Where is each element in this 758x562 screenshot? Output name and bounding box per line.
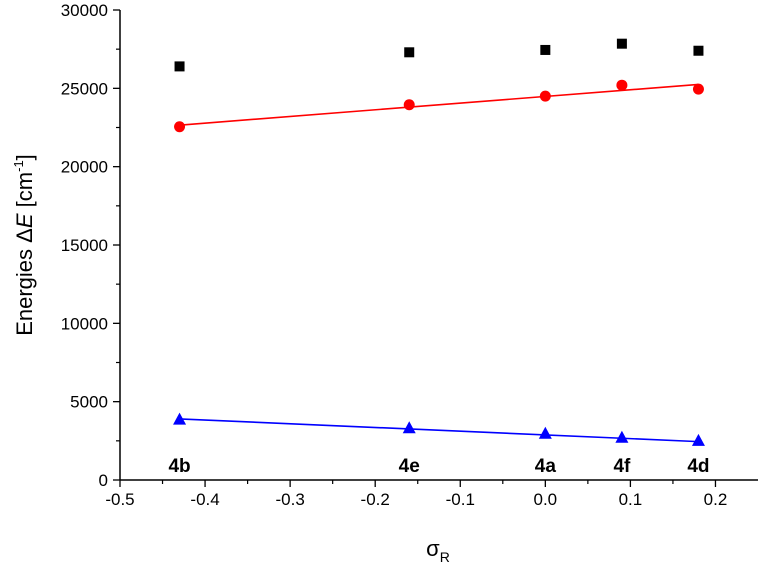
y-tick-label: 25000 xyxy=(61,79,108,98)
fit-lines xyxy=(179,83,699,443)
x-ticks: -0.5 -0.4 -0.3 -0.2 -0.1 0.0 0.1 0.2 xyxy=(105,480,727,509)
y-tick-label: 20000 xyxy=(61,158,108,177)
square-point xyxy=(693,45,704,56)
y-ticks: 0 5000 10000 15000 20000 25000 30000 xyxy=(61,1,120,490)
data-points xyxy=(173,38,705,446)
x-tick-label: -0.2 xyxy=(361,490,390,509)
square-point xyxy=(174,61,185,72)
triangle-point xyxy=(402,421,416,434)
y-tick-label: 30000 xyxy=(61,1,108,20)
triangle-point xyxy=(173,412,187,425)
y-tick-label: 10000 xyxy=(61,314,108,333)
y-tick-label: 5000 xyxy=(70,393,108,412)
y-axis-title-unit-close: ] xyxy=(12,154,37,160)
circle-point xyxy=(692,83,704,95)
triangle-point xyxy=(538,426,552,439)
compound-labels: 4b 4e 4a 4f 4d xyxy=(168,456,709,477)
circle-point xyxy=(174,121,186,133)
y-tick-label: 15000 xyxy=(61,236,108,255)
circle-point xyxy=(616,79,628,91)
x-axis-title: σR xyxy=(426,536,450,562)
y-axis-title-unit-exp: -1 xyxy=(11,160,26,172)
circle-point xyxy=(403,99,415,111)
square-point xyxy=(616,38,627,49)
y-tick-label: 0 xyxy=(99,471,108,490)
x-axis-subscript: R xyxy=(440,549,450,562)
triangle-point xyxy=(691,433,705,446)
x-tick-label: -0.5 xyxy=(105,490,134,509)
square-point xyxy=(540,44,551,55)
compound-label: 4e xyxy=(399,456,420,477)
x-axis-symbol: σ xyxy=(426,536,440,561)
x-tick-label: -0.4 xyxy=(190,490,219,509)
x-tick-label: 0.1 xyxy=(619,490,643,509)
x-tick-label: -0.1 xyxy=(446,490,475,509)
axes xyxy=(119,10,758,481)
x-tick-label: 0.2 xyxy=(704,490,728,509)
square-point xyxy=(404,47,415,58)
y-axis-title-delta: Δ xyxy=(12,228,37,243)
compound-label: 4a xyxy=(535,456,557,477)
y-axis-title-variable: E xyxy=(12,213,37,228)
y-axis-title-prefix: Energies xyxy=(12,243,37,336)
compound-label: 4f xyxy=(613,456,631,477)
x-tick-label: -0.3 xyxy=(275,490,304,509)
fit-line xyxy=(179,418,699,443)
compound-label: 4d xyxy=(687,456,709,477)
x-tick-label: 0.0 xyxy=(534,490,558,509)
compound-label: 4b xyxy=(168,456,190,477)
triangle-point xyxy=(615,430,629,443)
y-axis-title: Energies ΔE [cm-1] xyxy=(11,154,37,336)
y-axis-title-unit-open: [cm xyxy=(12,172,37,214)
circle-point xyxy=(539,90,551,102)
fit-line xyxy=(179,83,699,126)
